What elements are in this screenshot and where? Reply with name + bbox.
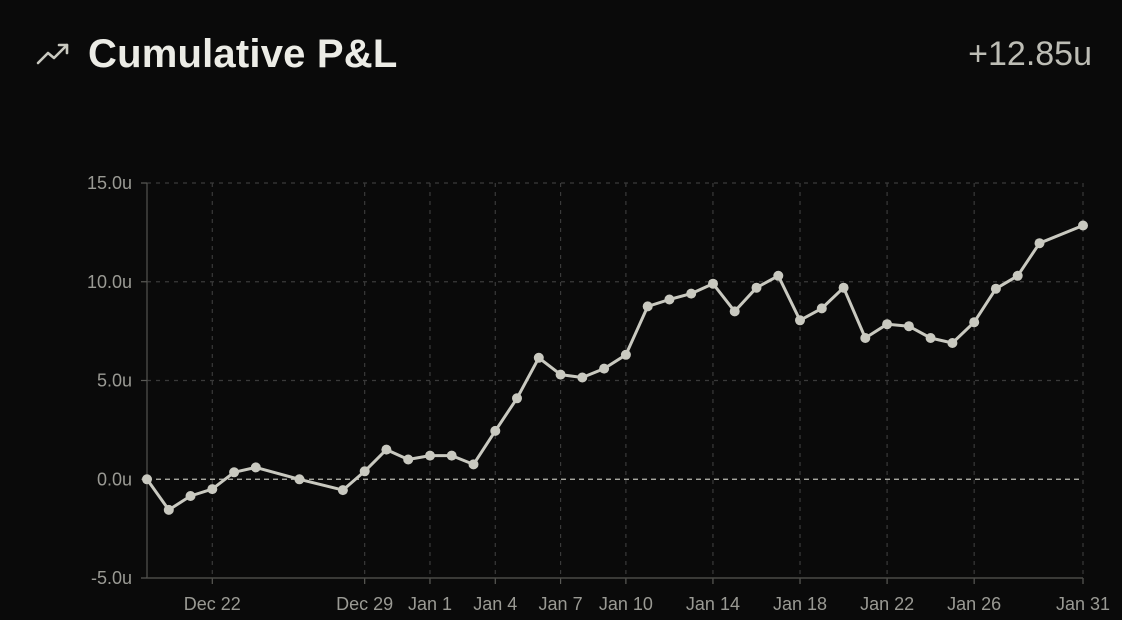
data-point [969,317,980,328]
total-pnl-value: +12.85u [968,34,1092,73]
pnl-series-line [145,224,1085,512]
data-point [925,333,936,343]
data-point [751,282,762,293]
y-tick-label: -5.0u [91,568,132,588]
data-point [185,491,196,501]
data-point [512,393,522,404]
data-point [642,301,653,312]
data-point [708,278,718,289]
data-point [860,333,871,343]
data-point [795,315,805,326]
data-point [599,363,610,374]
data-point [142,474,152,485]
chart-title: Cumulative P&L [88,31,398,76]
title-group: Cumulative P&L [36,32,398,77]
data-point [620,349,631,360]
x-tick-label: Jan 1 [408,594,452,614]
data-point [555,369,566,380]
data-point [729,306,740,317]
data-point [1034,238,1045,249]
y-tick-label: 5.0u [97,371,132,391]
data-point [533,352,544,363]
data-point [403,454,414,465]
x-tick-label: Jan 10 [599,594,653,614]
x-tick-label: Dec 29 [336,594,393,614]
data-point [838,282,849,293]
x-tick-label: Jan 4 [473,594,517,614]
y-tick-label: 15.0u [87,173,132,193]
data-point [990,283,1001,294]
data-point [773,270,784,281]
data-point [163,504,174,515]
data-point [490,425,501,436]
data-point [381,444,392,455]
x-tick-label: Jan 18 [773,594,827,614]
data-point [207,484,218,495]
data-point [1078,220,1088,231]
data-point [947,338,958,348]
x-tick-label: Jan 26 [947,594,1001,614]
data-point [1012,270,1023,281]
data-point [337,485,348,496]
chart-header: Cumulative P&L +12.85u [36,26,1092,82]
data-point [446,450,457,461]
data-point [250,462,261,473]
data-point [664,294,675,305]
trending-up-icon [36,41,72,67]
data-point [816,303,827,314]
x-tick-label: Jan 14 [686,594,740,614]
data-point [294,474,305,485]
x-tick-label: Dec 22 [184,594,241,614]
data-point [468,459,479,470]
data-point [686,288,697,299]
y-tick-label: 0.0u [97,469,132,489]
data-point [425,450,435,461]
x-tick-label: Jan 7 [539,594,583,614]
x-tick-label: Jan 22 [860,594,914,614]
x-tick-label: Jan 31 [1056,594,1110,614]
data-point [577,372,588,383]
y-tick-label: 10.0u [87,272,132,292]
data-point [903,321,914,332]
data-point [882,319,893,330]
data-point [359,466,370,477]
data-point [229,467,240,478]
